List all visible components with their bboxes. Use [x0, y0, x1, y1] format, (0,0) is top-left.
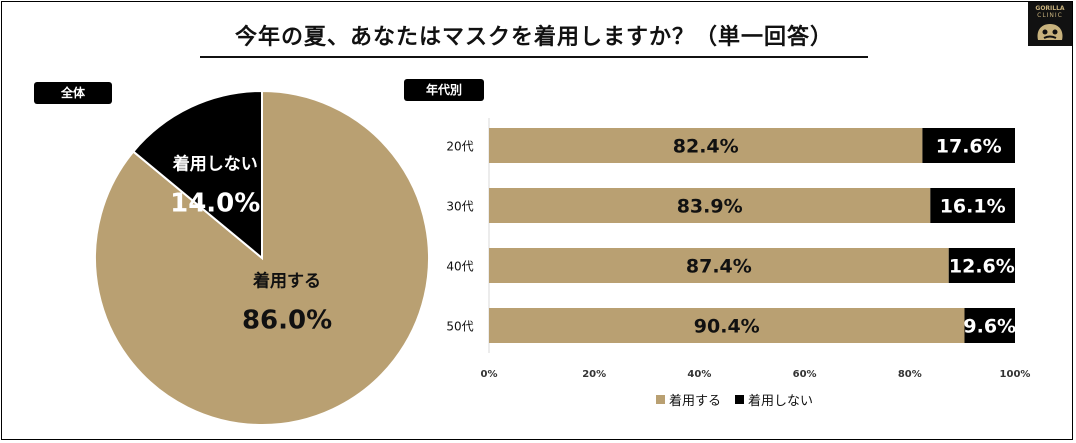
- age-bar-chart: 20代 82.4% 17.6% 30代 83.9% 16.1% 40代 87.4% 12.6% 5…: [446, 118, 1031, 380]
- legend-label-wear: 着用する: [669, 394, 722, 409]
- legend-item-wear: 着用する: [656, 390, 721, 409]
- bar-value-label: 87.4%: [686, 256, 752, 278]
- category-label: 20代: [446, 140, 473, 154]
- bar-value-label: 83.9%: [677, 196, 743, 218]
- gorilla-icon: [1037, 24, 1063, 40]
- chart-title: 今年の夏、あなたはマスクを着用しますか？（単一回答）: [200, 22, 868, 58]
- bar-value-label: 12.6%: [949, 256, 1015, 278]
- legend-label-no-wear: 着用しない: [748, 394, 814, 409]
- overall-pie-chart: 着用する 86.0% 着用しない 14.0%: [94, 89, 430, 426]
- x-tick-label: 60%: [793, 369, 817, 380]
- bar-value-label: 90.4%: [694, 316, 760, 338]
- by-age-tag: 年代別: [404, 79, 484, 101]
- pie-slice-no-wear: [131, 89, 263, 261]
- pie-value-no-wear: 14.0%: [170, 188, 260, 218]
- legend-swatch-wear: [656, 395, 665, 404]
- bar-wear: [489, 248, 949, 283]
- overall-tag: 全体: [34, 82, 112, 104]
- x-tick-label: 40%: [687, 369, 711, 380]
- x-tick-label: 100%: [1000, 369, 1031, 380]
- bar-wear: [489, 308, 965, 343]
- legend-swatch-no-wear: [735, 395, 745, 404]
- pie-label-no-wear: 着用しない: [172, 153, 258, 174]
- bar-value-label: 9.6%: [963, 316, 1016, 338]
- x-tick-label: 0%: [481, 369, 498, 380]
- category-label: 50代: [446, 320, 473, 334]
- x-tick-label: 80%: [898, 369, 922, 380]
- bar-no-wear: [948, 248, 1015, 283]
- chart-legend: 着用する 着用しない: [656, 390, 813, 409]
- pie-label-wear: 着用する: [252, 270, 321, 291]
- pie-value-wear: 86.0%: [242, 305, 332, 335]
- bar-value-label: 17.6%: [936, 136, 1002, 158]
- bar-value-label: 16.1%: [940, 196, 1006, 218]
- bar-no-wear: [922, 128, 1015, 163]
- bar-wear: [489, 188, 931, 223]
- category-label: 40代: [446, 260, 473, 274]
- bar-value-label: 82.4%: [673, 136, 739, 158]
- bar-no-wear: [964, 308, 1015, 343]
- logo-text-line1: GORILLA: [1035, 5, 1065, 12]
- legend-item-no-wear: 着用しない: [735, 390, 813, 409]
- brand-logo: GORILLA CLINIC: [1028, 2, 1072, 46]
- bar-wear: [489, 128, 923, 163]
- category-label: 30代: [446, 200, 473, 214]
- bar-no-wear: [930, 188, 1015, 223]
- x-tick-label: 20%: [582, 369, 606, 380]
- logo-text-line2: CLINIC: [1037, 12, 1063, 19]
